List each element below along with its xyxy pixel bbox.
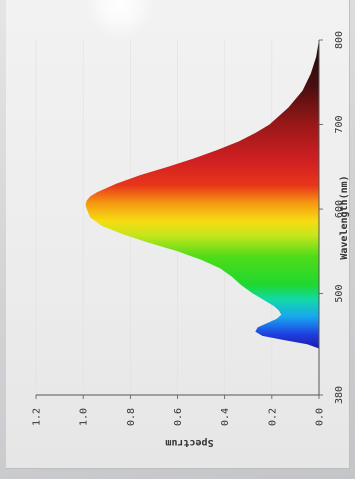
tick-labels: 0.0 0.2 0.4 0.6 0.8 1.0 1.2 380 500 600 700 800	[32, 31, 346, 426]
x-tick-label: 800	[334, 31, 345, 49]
x-tick-label: 600	[334, 200, 345, 218]
x-tick-label: 500	[334, 285, 345, 303]
y-tick-label: 0.2	[267, 408, 278, 426]
x-tick-label: 700	[334, 115, 345, 133]
x-axis-title: Wavelength(nm)	[339, 175, 350, 259]
y-tick-label: 0.8	[126, 408, 137, 426]
y-tick-label: 1.0	[79, 408, 90, 426]
y-tick-label: 0.4	[220, 408, 231, 426]
spectrum-area	[85, 40, 320, 349]
y-tick-label: 0.6	[173, 408, 184, 426]
y-axis-title: Spectrum	[165, 437, 213, 448]
y-tick-label: 0.0	[315, 408, 326, 426]
y-tick-label: 1.2	[32, 408, 43, 426]
axes	[35, 39, 323, 399]
x-tick-label: 380	[334, 386, 345, 404]
